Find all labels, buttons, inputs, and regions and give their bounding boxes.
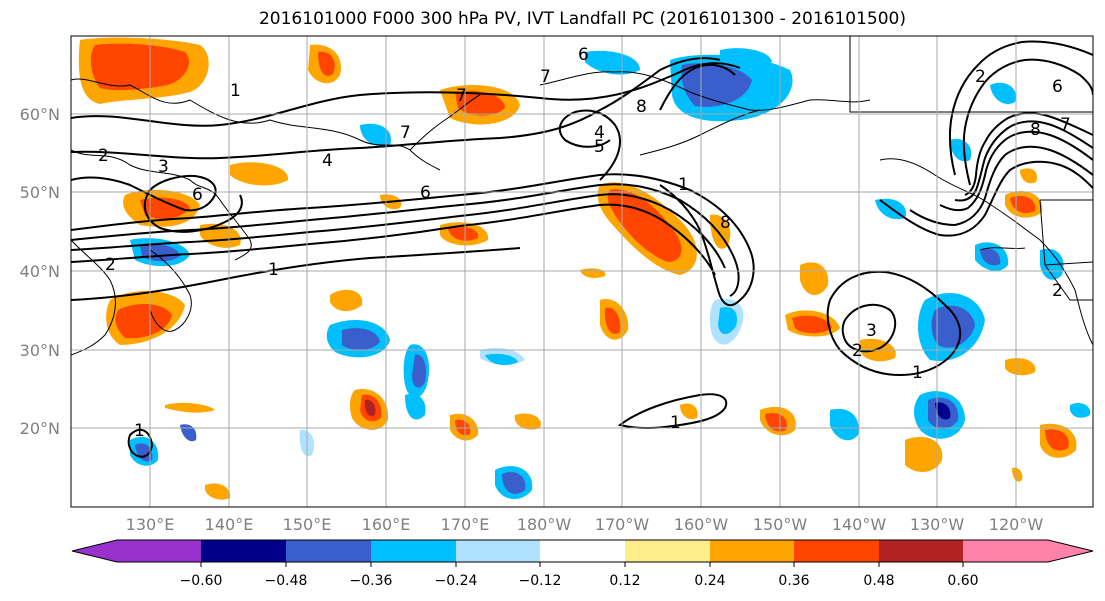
lon-label: 120°W — [989, 515, 1044, 534]
colorbar-bin — [710, 540, 794, 562]
lon-label: 150°W — [753, 515, 808, 534]
contour-label: 8 — [1030, 120, 1041, 140]
lon-label: 180°W — [517, 515, 572, 534]
lat-label-40: 40°N — [20, 262, 60, 281]
contour-label: 2 — [105, 255, 116, 275]
contour-label: 1 — [678, 175, 689, 195]
lon-label: 130°E — [126, 515, 175, 534]
contour-label: 1 — [134, 421, 145, 441]
contour-label: 6 — [192, 185, 203, 205]
colorbar-tick-label: −0.24 — [435, 573, 478, 589]
contour-label: 6 — [578, 45, 589, 65]
contour-label: 3 — [158, 157, 169, 177]
lon-label: 160°W — [674, 515, 729, 534]
colorbar-bin — [879, 540, 963, 562]
contour-label: 2 — [98, 146, 109, 166]
contour-label: 1 — [268, 260, 279, 280]
lat-label-30: 30°N — [20, 341, 60, 360]
contour-label: 7 — [1060, 115, 1071, 135]
lon-label: 150°E — [283, 515, 332, 534]
colorbar-tick-label: −0.12 — [519, 573, 562, 589]
colorbar: −0.60 −0.48 −0.36 −0.24 −0.12 0.12 0.24 … — [72, 540, 1093, 589]
colorbar-bin — [540, 540, 625, 562]
contour-label: 2 — [852, 341, 863, 361]
lat-label-20: 20°N — [20, 419, 60, 438]
colorbar-tick-label: 0.12 — [609, 573, 640, 589]
colorbar-bin — [456, 540, 540, 562]
colorbar-bin — [286, 540, 371, 562]
colorbar-tick-label: −0.48 — [265, 573, 308, 589]
lat-label-60: 60°N — [20, 105, 60, 124]
contour-label: 2 — [975, 67, 986, 87]
lon-label: 160°E — [362, 515, 411, 534]
contour-label: 6 — [420, 183, 431, 203]
colorbar-bin — [794, 540, 879, 562]
contour-label: 8 — [720, 213, 731, 233]
pv-ivt-map: 2 7 6 7 8 6 2 3 4 6 4 5 7 1 1 2 8 1 1 3 … — [0, 0, 1105, 601]
colorbar-extend-min — [72, 540, 201, 562]
colorbar-bin — [371, 540, 456, 562]
colorbar-tick-label: −0.60 — [180, 573, 223, 589]
colorbar-tick-label: 0.60 — [947, 573, 978, 589]
contour-label: 2 — [1052, 281, 1063, 301]
contour-label: 5 — [594, 137, 605, 157]
colorbar-bin — [201, 540, 286, 562]
contour-label: 6 — [1052, 77, 1063, 97]
lon-label: 140°W — [832, 515, 887, 534]
lon-label: 170°E — [441, 515, 490, 534]
colorbar-bin — [625, 540, 710, 562]
contour-label: 1 — [912, 363, 923, 383]
contour-label: 1 — [670, 413, 681, 433]
contour-label: 7 — [400, 123, 411, 143]
lat-label-50: 50°N — [20, 183, 60, 202]
colorbar-extend-max — [963, 540, 1093, 562]
contour-label: 7 — [540, 67, 551, 87]
lon-label: 130°W — [910, 515, 965, 534]
contour-label: 3 — [866, 321, 877, 341]
colorbar-tick-label: 0.24 — [694, 573, 725, 589]
lon-label: 140°E — [205, 515, 254, 534]
colorbar-tick-label: 0.36 — [778, 573, 809, 589]
contour-label: 4 — [322, 151, 333, 171]
contour-label: 1 — [230, 81, 241, 101]
colorbar-tick-label: 0.48 — [863, 573, 894, 589]
colorbar-tick-label: −0.36 — [350, 573, 393, 589]
latitude-labels: 60°N 50°N 40°N 30°N 20°N — [20, 105, 60, 438]
contour-label: 7 — [456, 86, 467, 106]
longitude-labels: 130°E 140°E 150°E 160°E 170°E 180°W 170°… — [126, 515, 1044, 534]
lon-label: 170°W — [595, 515, 650, 534]
contour-label: 8 — [636, 97, 647, 117]
